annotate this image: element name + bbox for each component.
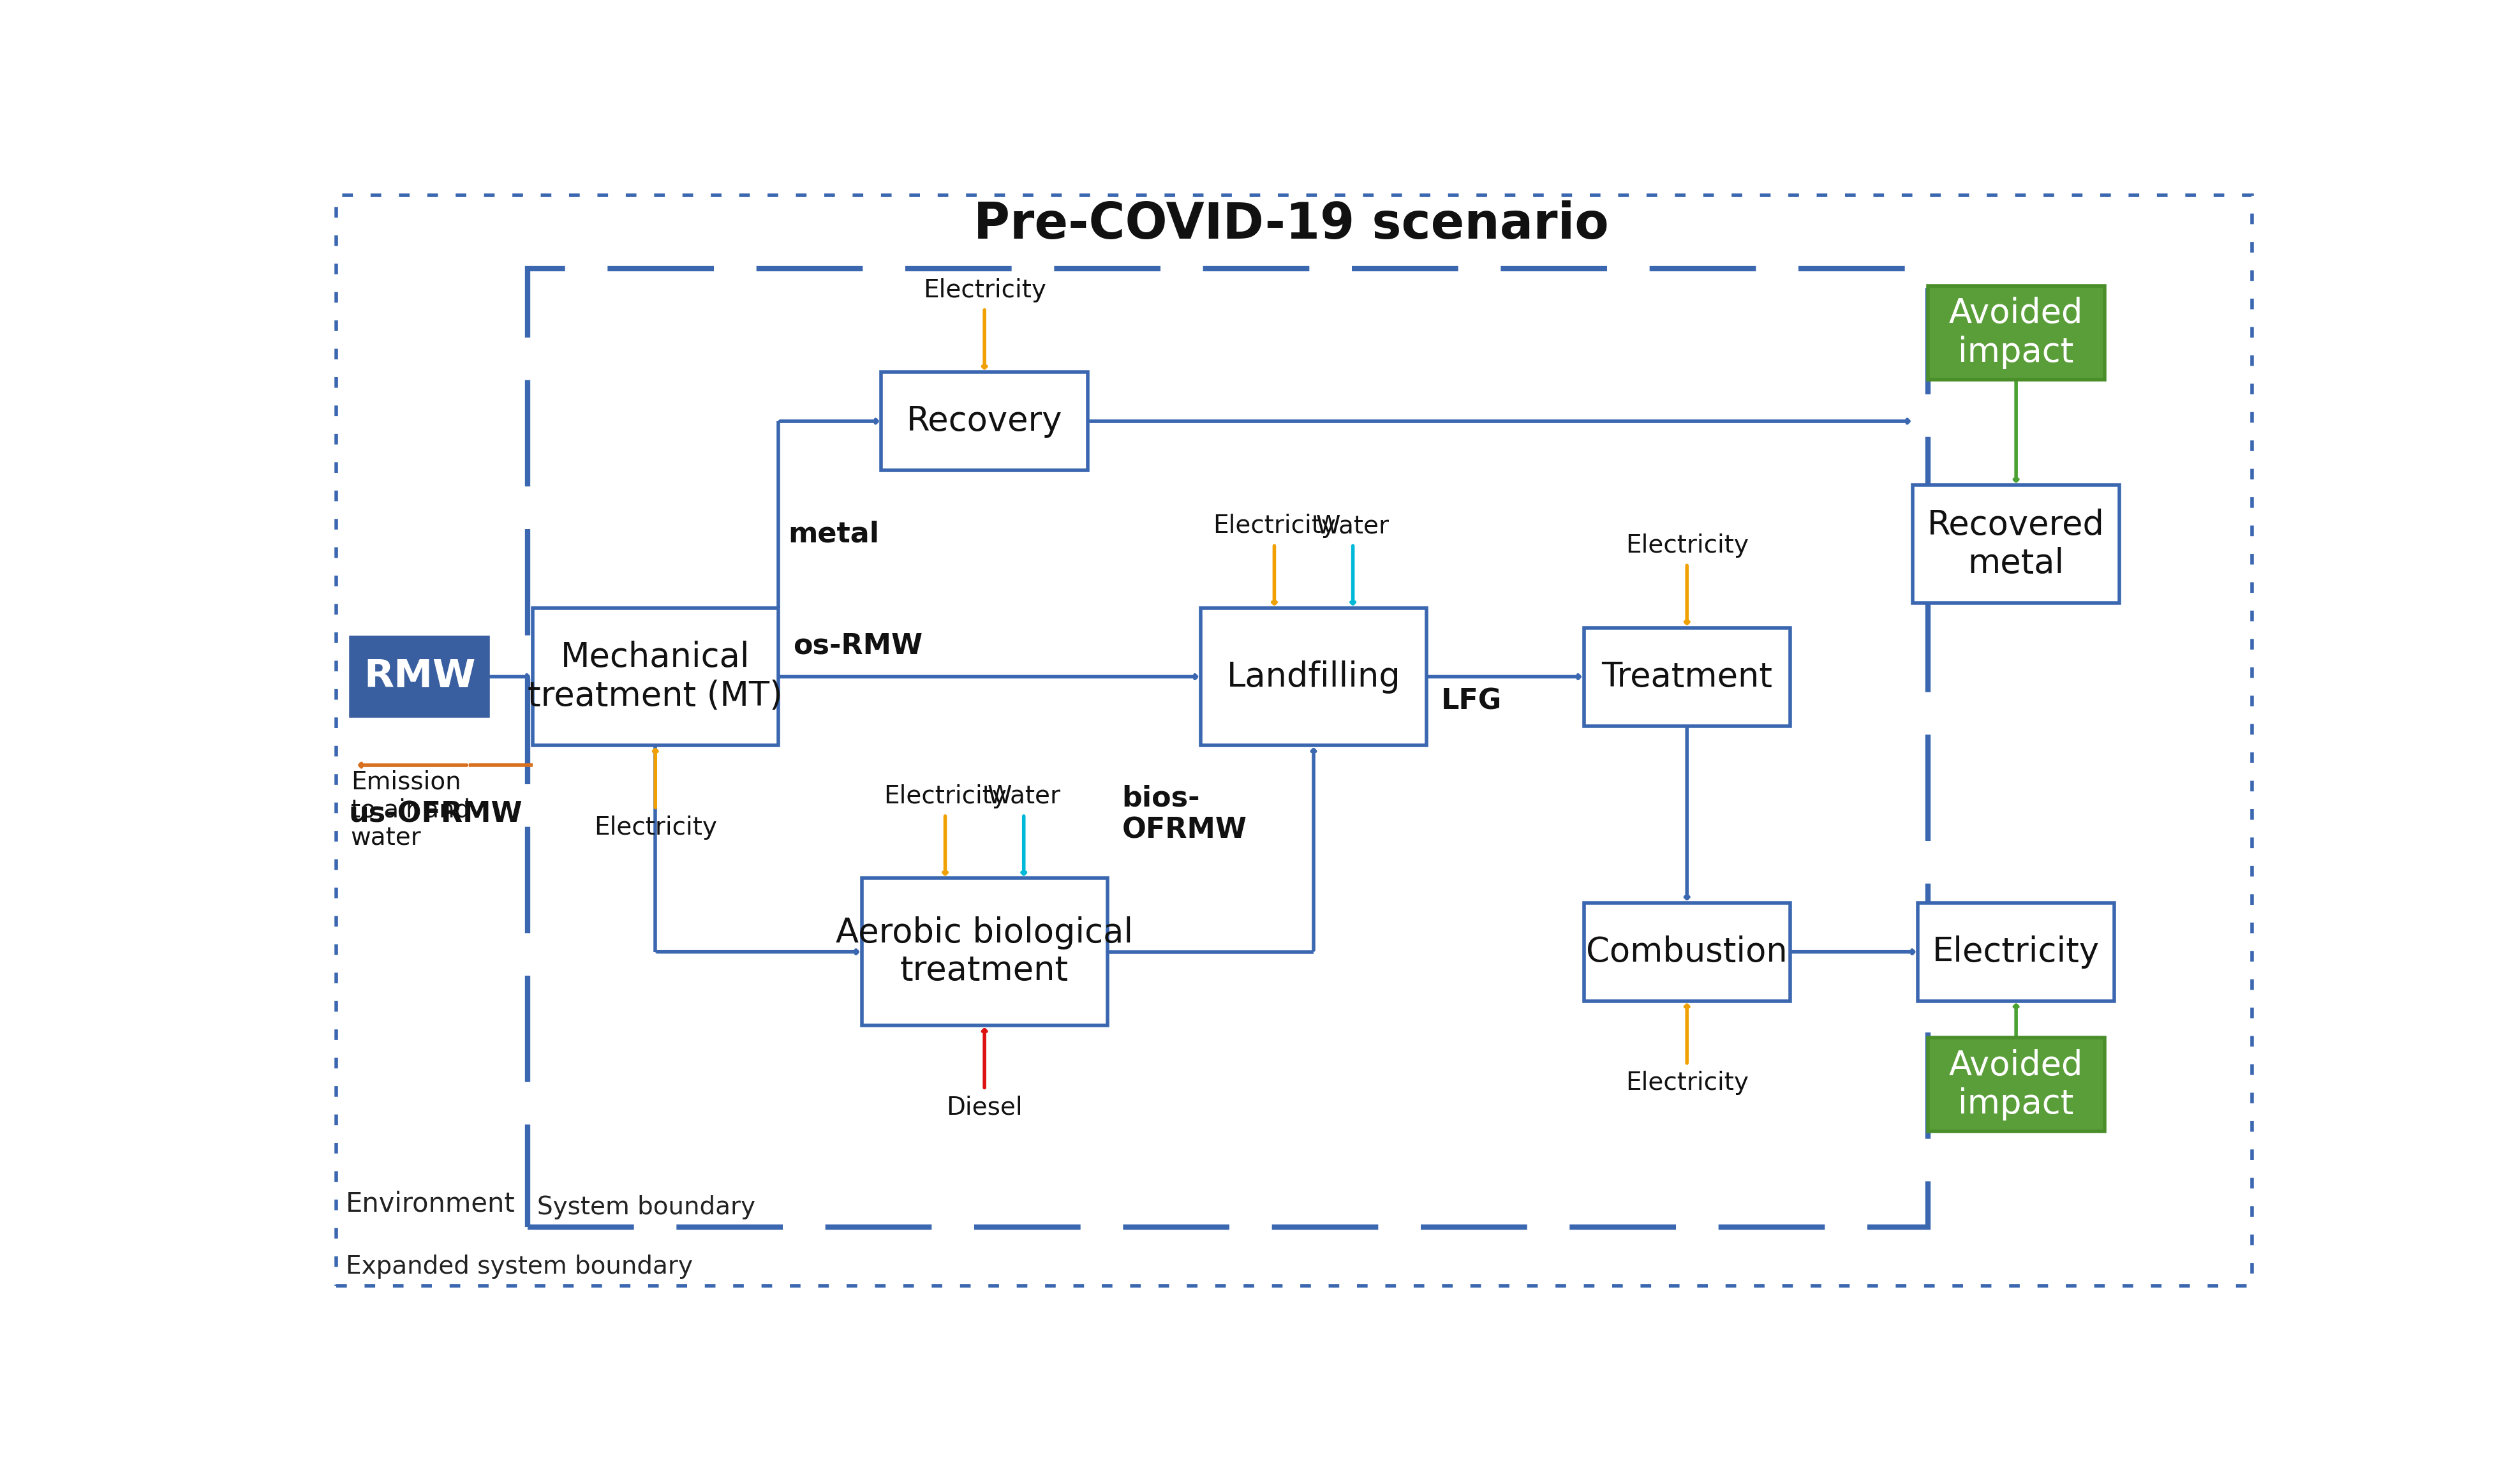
Text: Recovery: Recovery (907, 405, 1063, 437)
Text: Electricity: Electricity (1212, 513, 1336, 538)
Text: Landfilling: Landfilling (1227, 660, 1401, 694)
Text: System boundary: System boundary (537, 1196, 756, 1219)
Text: os-RMW: os-RMW (794, 632, 922, 660)
Text: LFG: LFG (1441, 688, 1502, 714)
Text: metal: metal (789, 521, 879, 549)
Text: RMW: RMW (363, 657, 476, 695)
Text: Treatment: Treatment (1603, 660, 1772, 694)
Text: Water: Water (988, 785, 1061, 808)
Text: Electricity: Electricity (1625, 1071, 1749, 1094)
Text: Electricity: Electricity (595, 816, 716, 839)
Text: Emission
to air and
water: Emission to air and water (350, 770, 471, 851)
FancyBboxPatch shape (350, 637, 489, 716)
FancyBboxPatch shape (1918, 902, 2114, 1000)
Text: bios-
OFRMW: bios- OFRMW (1121, 785, 1247, 844)
Text: Electricity: Electricity (885, 785, 1005, 808)
FancyBboxPatch shape (882, 373, 1089, 471)
Text: Avoided
impact: Avoided impact (1948, 296, 2084, 368)
FancyBboxPatch shape (1928, 1037, 2104, 1131)
Text: Electricity: Electricity (1933, 936, 2099, 968)
Text: Water: Water (1315, 513, 1389, 538)
Text: Aerobic biological
treatment: Aerobic biological treatment (837, 915, 1134, 987)
Text: Mechanical
treatment (MT): Mechanical treatment (MT) (527, 641, 784, 713)
FancyBboxPatch shape (1583, 628, 1789, 726)
FancyBboxPatch shape (1583, 902, 1789, 1000)
FancyBboxPatch shape (1913, 486, 2119, 603)
FancyBboxPatch shape (1200, 607, 1426, 745)
FancyBboxPatch shape (1928, 286, 2104, 380)
Text: Pre-COVID-19 scenario: Pre-COVID-19 scenario (973, 200, 1610, 248)
Text: Expanded system boundary: Expanded system boundary (345, 1254, 693, 1279)
Bar (527, 268, 1928, 1226)
Text: Avoided
impact: Avoided impact (1948, 1049, 2084, 1121)
FancyBboxPatch shape (532, 607, 779, 745)
Text: Recovered
metal: Recovered metal (1928, 508, 2104, 579)
Text: us-OFRMW: us-OFRMW (348, 801, 522, 827)
Text: Environment: Environment (345, 1190, 517, 1218)
Text: Electricity: Electricity (1625, 534, 1749, 557)
Text: Diesel: Diesel (948, 1096, 1023, 1119)
Text: Electricity: Electricity (922, 279, 1046, 302)
FancyBboxPatch shape (862, 879, 1106, 1025)
Text: Combustion: Combustion (1585, 936, 1787, 968)
